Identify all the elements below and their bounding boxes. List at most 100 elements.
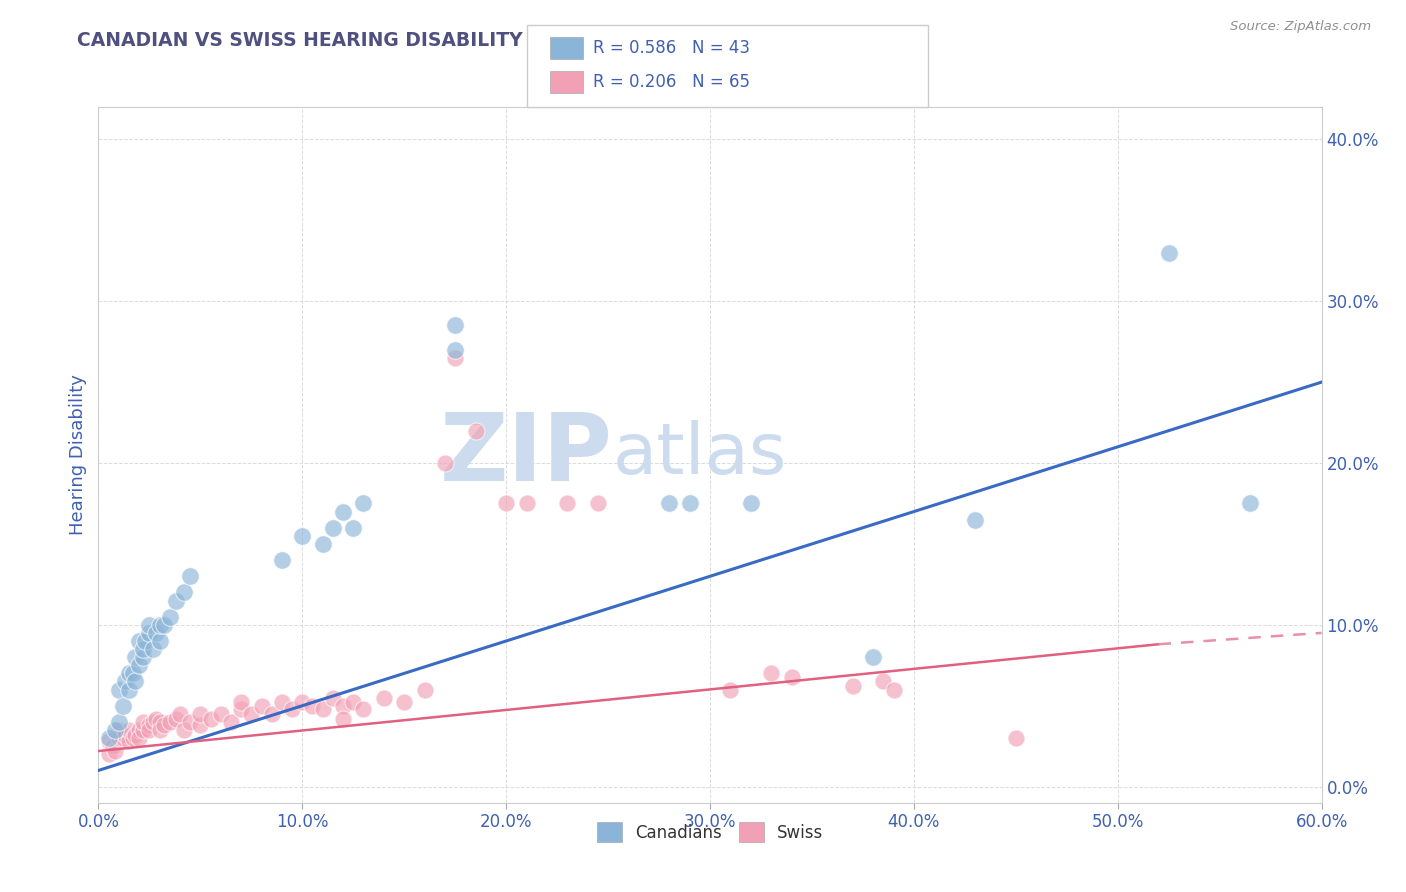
Point	[108, 682, 131, 697]
Point	[142, 714, 165, 729]
Point	[444, 343, 467, 357]
Point	[444, 318, 467, 333]
Point	[173, 723, 195, 737]
Point	[780, 670, 803, 684]
Point	[352, 702, 374, 716]
Point	[1239, 496, 1261, 510]
Point	[291, 529, 314, 543]
Point	[114, 728, 136, 742]
Point	[1004, 731, 1026, 745]
Point	[373, 690, 395, 705]
Point	[761, 666, 783, 681]
Point	[108, 723, 131, 737]
Point	[132, 723, 155, 737]
Point	[159, 714, 181, 729]
Point	[586, 496, 609, 510]
Point	[118, 682, 141, 697]
Point	[138, 617, 160, 632]
Point	[270, 553, 294, 567]
Point	[104, 723, 127, 737]
Point	[179, 569, 201, 583]
Point	[149, 723, 172, 737]
Point	[1157, 245, 1180, 260]
Point	[679, 496, 702, 510]
Point	[231, 702, 253, 716]
Point	[872, 674, 894, 689]
Point	[301, 698, 323, 713]
Point	[124, 728, 146, 742]
Point	[104, 744, 127, 758]
Point	[159, 609, 181, 624]
Point	[149, 617, 172, 632]
Point	[322, 690, 344, 705]
Text: R = 0.206   N = 65: R = 0.206 N = 65	[593, 73, 751, 91]
Legend: Canadians, Swiss: Canadians, Swiss	[592, 817, 828, 847]
Point	[111, 698, 134, 713]
Point	[118, 723, 141, 737]
Point	[312, 537, 335, 551]
Point	[124, 674, 146, 689]
Point	[250, 698, 273, 713]
Point	[145, 626, 167, 640]
Point	[101, 739, 124, 754]
Point	[97, 731, 120, 745]
Point	[883, 682, 905, 697]
Text: R = 0.586   N = 43: R = 0.586 N = 43	[593, 39, 751, 57]
Point	[118, 734, 141, 748]
Point	[108, 714, 131, 729]
Point	[122, 731, 145, 745]
Point	[260, 706, 283, 721]
Point	[124, 650, 146, 665]
Point	[165, 593, 187, 607]
Point	[322, 521, 344, 535]
Point	[138, 723, 160, 737]
Point	[118, 666, 141, 681]
Point	[128, 723, 150, 737]
Point	[658, 496, 681, 510]
Point	[149, 634, 172, 648]
Point	[209, 706, 232, 721]
Point	[138, 718, 160, 732]
Point	[352, 496, 374, 510]
Point	[291, 696, 314, 710]
Point	[281, 702, 304, 716]
Point	[240, 706, 263, 721]
Point	[97, 734, 120, 748]
Point	[495, 496, 517, 510]
Point	[464, 424, 486, 438]
Text: Source: ZipAtlas.com: Source: ZipAtlas.com	[1230, 20, 1371, 33]
Point	[342, 696, 364, 710]
Point	[332, 712, 354, 726]
Point	[132, 714, 155, 729]
Point	[152, 718, 174, 732]
Point	[114, 674, 136, 689]
Point	[965, 513, 987, 527]
Point	[332, 504, 354, 518]
Point	[444, 351, 467, 365]
Point	[392, 696, 416, 710]
Text: ZIP: ZIP	[439, 409, 612, 501]
Point	[200, 712, 222, 726]
Point	[132, 650, 155, 665]
Text: CANADIAN VS SWISS HEARING DISABILITY CORRELATION CHART: CANADIAN VS SWISS HEARING DISABILITY COR…	[77, 31, 755, 50]
Point	[145, 712, 167, 726]
Point	[555, 496, 579, 510]
Y-axis label: Hearing Disability: Hearing Disability	[69, 375, 87, 535]
Point	[132, 642, 155, 657]
Point	[128, 658, 150, 673]
Point	[188, 718, 212, 732]
Point	[179, 714, 201, 729]
Text: atlas: atlas	[612, 420, 786, 490]
Point	[219, 714, 242, 729]
Point	[841, 679, 863, 693]
Point	[718, 682, 742, 697]
Point	[413, 682, 436, 697]
Point	[165, 712, 187, 726]
Point	[142, 642, 165, 657]
Point	[152, 617, 174, 632]
Point	[122, 666, 145, 681]
Point	[188, 706, 212, 721]
Point	[332, 698, 354, 713]
Point	[270, 696, 294, 710]
Point	[149, 714, 172, 729]
